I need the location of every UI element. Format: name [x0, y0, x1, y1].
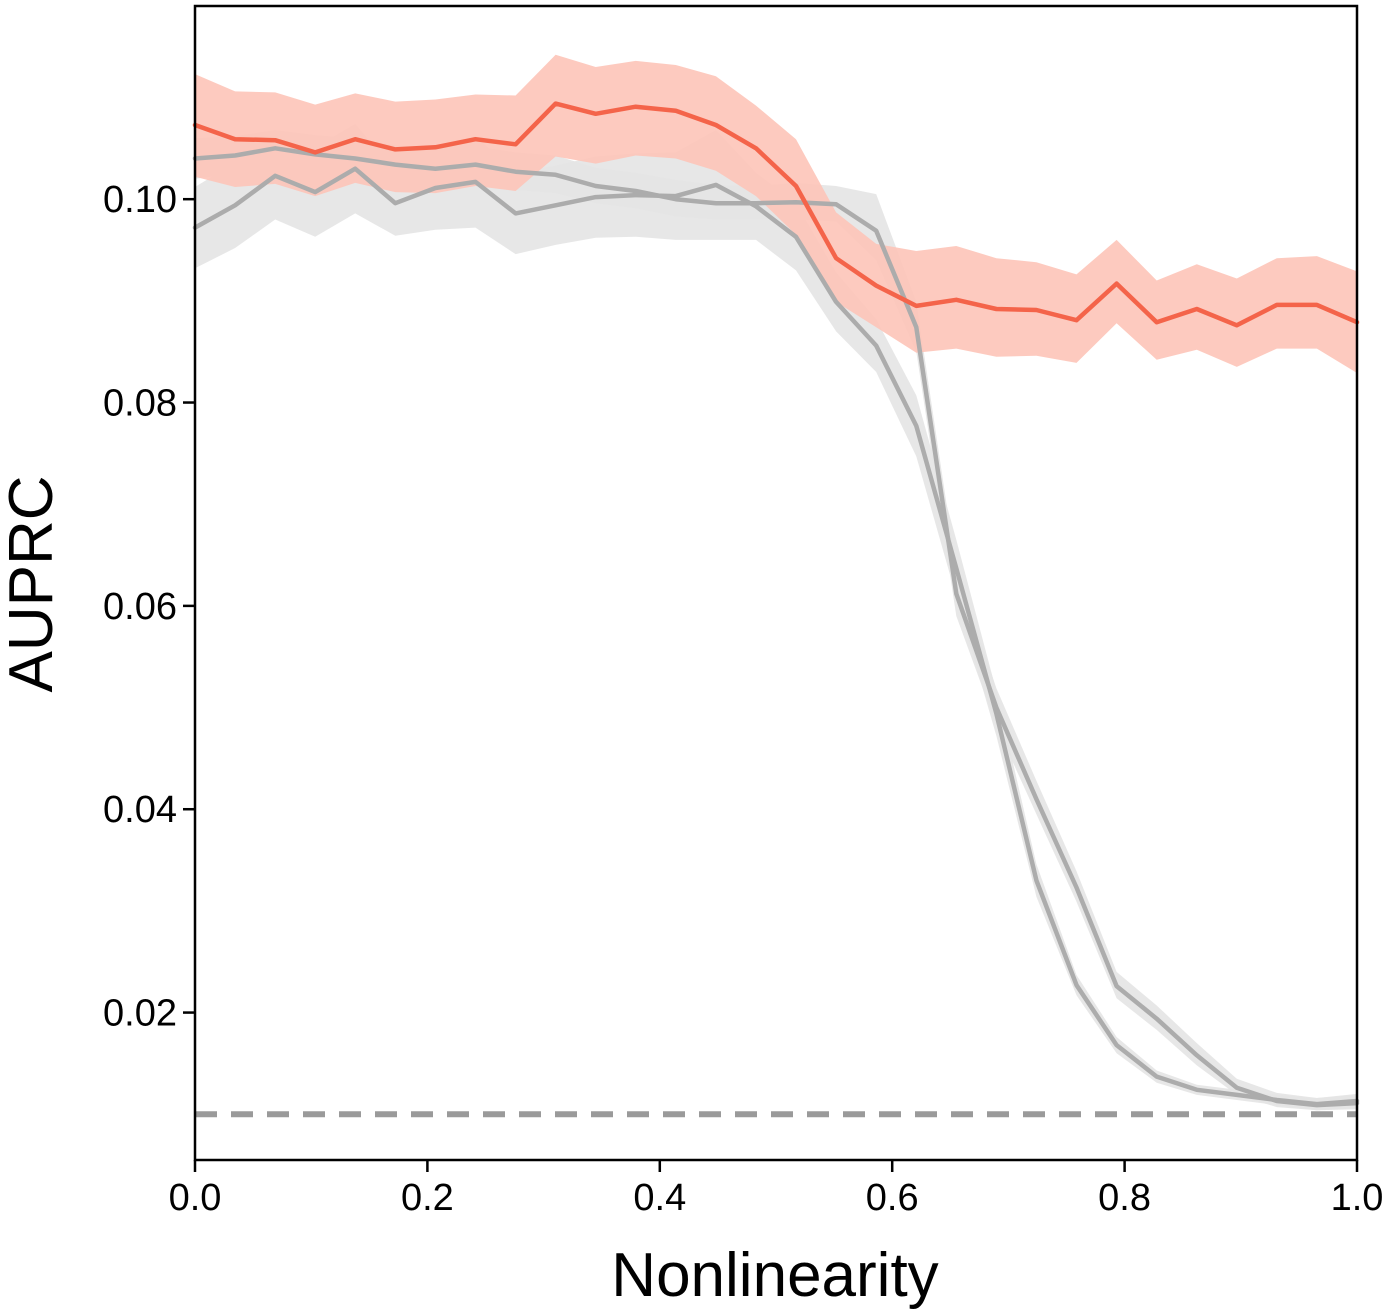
- x-tick-label: 0.0: [169, 1177, 222, 1219]
- confidence-bands: [195, 54, 1357, 1111]
- y-tick-label: 0.10: [103, 179, 177, 221]
- y-tick-label: 0.02: [103, 993, 177, 1035]
- series-lines: [192, 101, 1360, 1108]
- x-tick-label: 0.4: [633, 1177, 686, 1219]
- line-series-3: [192, 166, 1360, 1107]
- x-tick-label: 0.2: [401, 1177, 454, 1219]
- y-tick-label: 0.08: [103, 383, 177, 425]
- y-tick-label: 0.06: [103, 586, 177, 628]
- x-axis-title: Nonlinearity: [611, 1241, 938, 1310]
- x-axis-ticks: 0.0 0.2 0.4 0.6 0.8 1.0: [169, 1160, 1384, 1219]
- y-axis-ticks: 0.02 0.04 0.06 0.08 0.10: [103, 179, 195, 1035]
- plot-frame: [193, 4, 1359, 1162]
- x-tick-label: 0.8: [1098, 1177, 1151, 1219]
- line-series-2: [192, 146, 1360, 1108]
- y-tick-label: 0.04: [103, 789, 177, 831]
- band-series-3: [195, 123, 1357, 1111]
- line-series-1: [192, 101, 1360, 328]
- x-tick-label: 1.0: [1331, 1177, 1384, 1219]
- band-series-1: [195, 54, 1357, 374]
- y-axis-title: AUPRC: [0, 475, 66, 692]
- x-tick-label: 0.6: [866, 1177, 919, 1219]
